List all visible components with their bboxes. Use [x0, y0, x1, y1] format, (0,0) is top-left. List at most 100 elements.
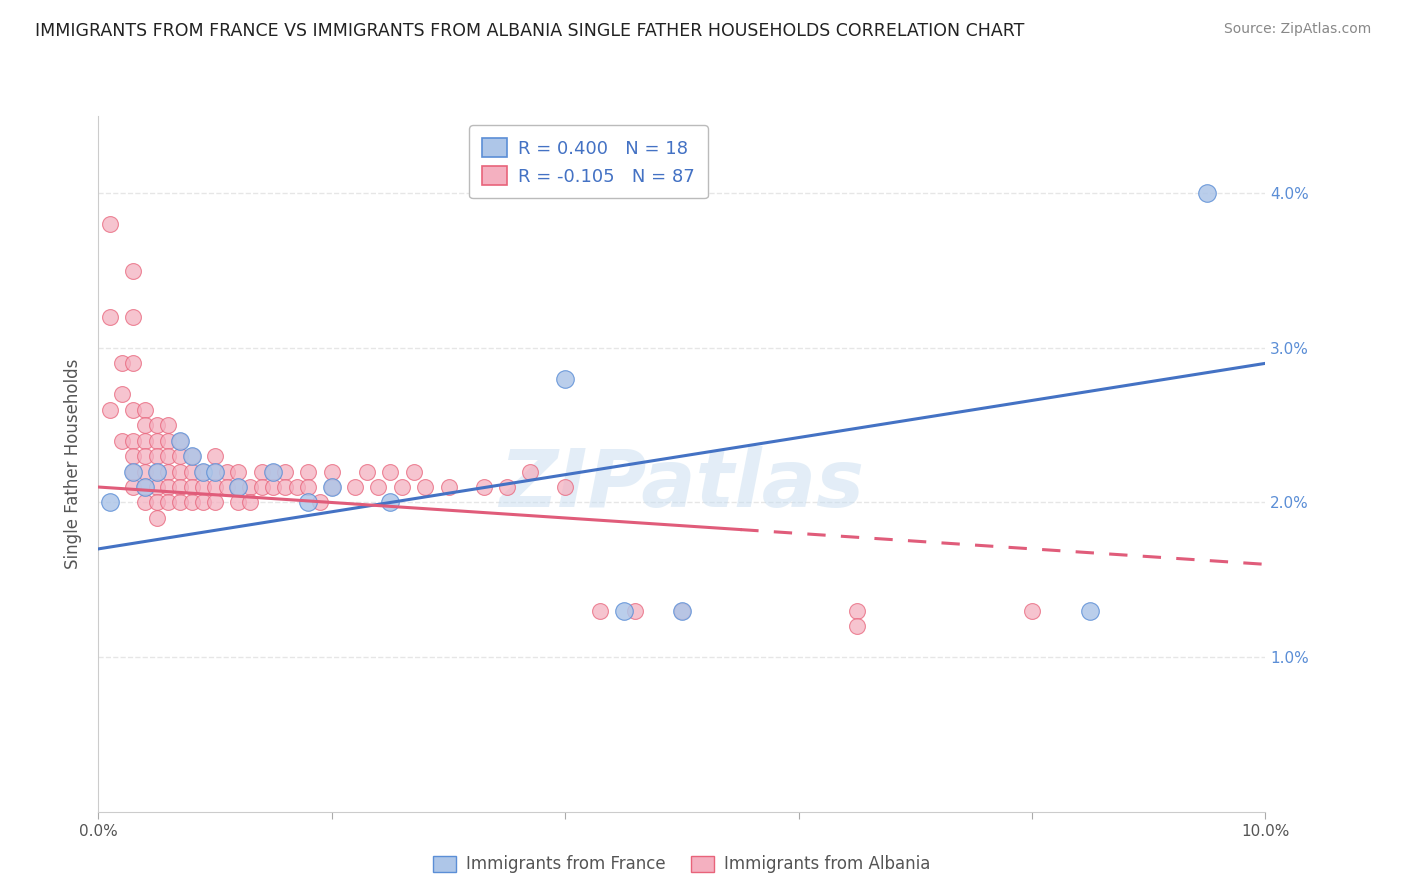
Point — [169, 480, 191, 494]
Point — [204, 465, 226, 479]
Point — [204, 495, 226, 509]
Point — [169, 495, 191, 509]
Point — [297, 495, 319, 509]
Point — [391, 480, 413, 494]
Point — [1080, 604, 1102, 618]
Point — [344, 480, 367, 494]
Point — [228, 480, 250, 494]
Point — [157, 465, 180, 479]
Point — [297, 480, 319, 494]
Point — [402, 465, 425, 479]
Point — [250, 480, 273, 494]
Point — [146, 465, 169, 479]
Point — [180, 465, 202, 479]
Point — [146, 449, 169, 463]
Point — [262, 480, 284, 494]
Point — [204, 480, 226, 494]
Point — [111, 434, 134, 448]
Point — [122, 402, 145, 417]
Point — [624, 604, 647, 618]
Point — [228, 480, 250, 494]
Point — [122, 465, 145, 479]
Point — [309, 495, 332, 509]
Point — [157, 480, 180, 494]
Point — [356, 465, 378, 479]
Point — [472, 480, 495, 494]
Point — [274, 480, 297, 494]
Point — [228, 465, 250, 479]
Point — [262, 465, 284, 479]
Point — [98, 495, 121, 509]
Point — [146, 495, 169, 509]
Point — [215, 465, 238, 479]
Point — [146, 418, 169, 433]
Point — [122, 263, 145, 277]
Point — [285, 480, 308, 494]
Point — [1195, 186, 1218, 201]
Point — [122, 465, 145, 479]
Point — [180, 449, 202, 463]
Point — [554, 480, 576, 494]
Point — [519, 465, 541, 479]
Point — [193, 480, 215, 494]
Point — [146, 511, 169, 525]
Point — [321, 480, 343, 494]
Point — [193, 465, 215, 479]
Point — [193, 495, 215, 509]
Point — [321, 480, 343, 494]
Point — [134, 495, 156, 509]
Point — [845, 604, 868, 618]
Point — [98, 402, 121, 417]
Point — [169, 434, 191, 448]
Point — [134, 480, 156, 494]
Point — [122, 356, 145, 370]
Point — [157, 495, 180, 509]
Point — [134, 434, 156, 448]
Point — [122, 480, 145, 494]
Point — [146, 480, 169, 494]
Point — [169, 434, 191, 448]
Point — [134, 465, 156, 479]
Point — [157, 434, 180, 448]
Point — [413, 480, 436, 494]
Point — [367, 480, 389, 494]
Point — [134, 480, 156, 494]
Point — [169, 465, 191, 479]
Point — [134, 449, 156, 463]
Point — [146, 465, 169, 479]
Point — [180, 495, 202, 509]
Point — [122, 449, 145, 463]
Point — [193, 465, 215, 479]
Point — [239, 480, 262, 494]
Text: IMMIGRANTS FROM FRANCE VS IMMIGRANTS FROM ALBANIA SINGLE FATHER HOUSEHOLDS CORRE: IMMIGRANTS FROM FRANCE VS IMMIGRANTS FRO… — [35, 22, 1025, 40]
Legend: Immigrants from France, Immigrants from Albania: Immigrants from France, Immigrants from … — [426, 848, 938, 880]
Text: Source: ZipAtlas.com: Source: ZipAtlas.com — [1223, 22, 1371, 37]
Point — [180, 480, 202, 494]
Point — [204, 465, 226, 479]
Point — [111, 387, 134, 401]
Point — [111, 356, 134, 370]
Point — [250, 465, 273, 479]
Point — [378, 495, 402, 509]
Point — [378, 465, 402, 479]
Point — [845, 619, 868, 633]
Point — [215, 480, 238, 494]
Point — [274, 465, 297, 479]
Point — [589, 604, 612, 618]
Point — [122, 310, 145, 324]
Point — [157, 449, 180, 463]
Point — [1021, 604, 1043, 618]
Point — [98, 217, 121, 231]
Point — [228, 495, 250, 509]
Point — [134, 418, 156, 433]
Point — [612, 604, 634, 618]
Point — [146, 434, 169, 448]
Point — [204, 449, 226, 463]
Point — [437, 480, 460, 494]
Point — [554, 372, 576, 386]
Y-axis label: Single Father Households: Single Father Households — [65, 359, 83, 569]
Point — [671, 604, 693, 618]
Text: ZIPatlas: ZIPatlas — [499, 446, 865, 524]
Point — [262, 465, 284, 479]
Point — [180, 449, 202, 463]
